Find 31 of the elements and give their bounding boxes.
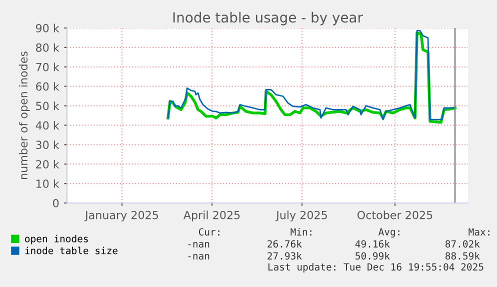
x-tick-label: January 2025 [84,210,158,222]
text: Last update: Tue Dec 16 19:55:04 2025 [268,263,484,272]
y-tick-label: 30 k [36,140,60,150]
text: 49.16k [355,240,390,248]
text: -nan [188,242,210,248]
text: 27.93k [268,252,302,260]
y-axis-title: number of open inodes [18,52,30,179]
text: -nan [188,254,210,260]
x-tick-label: July 2025 [276,210,327,222]
text: Cur: [198,228,220,236]
y-tick-label: 90 k [36,24,60,32]
y-tick-label: 10 k [36,179,60,188]
x-tick-label: April 2025 [183,210,240,222]
text: Min: [290,228,312,236]
y-tick-label: 80 k [36,43,60,52]
legend-label: open inodes [25,234,88,244]
legend-label: inode table size [25,246,118,254]
y-tick-label: 60 k [36,82,60,91]
y-tick-label: 40 k [36,121,60,130]
chart-title: Inode table usage - by year [173,12,363,26]
y-tick-label: 0 [53,198,59,208]
y-tick-label: 70 k [36,62,60,72]
text: 26.76k [268,240,302,248]
text: 50.99k [356,252,390,260]
x-tick-label: October 2025 [357,210,432,220]
text: Max: [468,228,490,236]
text: Avg: [378,228,400,238]
y-tick-label: 50 k [36,102,60,110]
text: 88.59k [446,252,480,260]
y-tick-label: 20 k [36,160,60,168]
text: 87.02k [446,240,480,248]
